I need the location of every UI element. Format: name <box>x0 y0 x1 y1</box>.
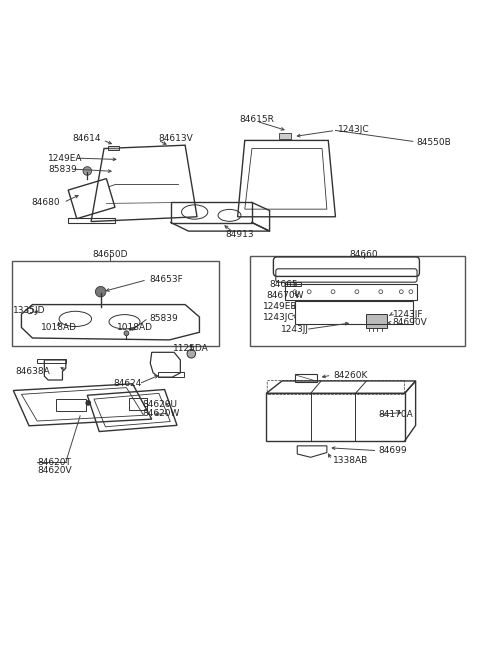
Text: 84660: 84660 <box>350 250 378 259</box>
Text: 1243JC: 1243JC <box>264 312 295 322</box>
Text: 84913: 84913 <box>226 230 254 239</box>
Text: 1243JC: 1243JC <box>338 125 370 134</box>
Bar <box>366 314 387 328</box>
Bar <box>37 358 66 364</box>
Text: 84613V: 84613V <box>159 134 193 143</box>
Text: 84690V: 84690V <box>393 318 428 328</box>
Text: 84624: 84624 <box>114 379 142 388</box>
Text: 1338AB: 1338AB <box>333 456 368 464</box>
Circle shape <box>85 400 91 405</box>
Text: 84665: 84665 <box>270 280 298 289</box>
Text: 1018AD: 1018AD <box>41 323 77 332</box>
Text: 84653F: 84653F <box>149 275 183 284</box>
Circle shape <box>187 350 196 358</box>
Text: 1249EA: 1249EA <box>48 153 83 162</box>
Bar <box>108 145 119 150</box>
Text: 84620V: 84620V <box>37 466 72 475</box>
Text: 1243JF: 1243JF <box>393 310 423 318</box>
Text: 84670W: 84670W <box>266 291 304 299</box>
Bar <box>250 256 465 346</box>
Text: 85839: 85839 <box>48 164 77 174</box>
Text: 84170A: 84170A <box>378 410 413 419</box>
Text: 84550B: 84550B <box>417 138 451 147</box>
Circle shape <box>96 286 106 297</box>
Bar <box>285 282 300 286</box>
Text: 84680: 84680 <box>31 198 60 207</box>
Bar <box>158 372 184 377</box>
Bar <box>12 261 219 346</box>
Bar <box>56 399 86 411</box>
Text: 84620U: 84620U <box>142 400 177 409</box>
Text: 84620W: 84620W <box>142 409 180 418</box>
Bar <box>279 133 291 139</box>
Text: 1018AD: 1018AD <box>117 323 153 332</box>
Text: 1335JD: 1335JD <box>13 307 46 315</box>
Text: 85839: 85839 <box>149 314 178 324</box>
Text: 1249EB: 1249EB <box>264 303 298 312</box>
Text: 84615R: 84615R <box>239 115 274 124</box>
Circle shape <box>83 166 92 176</box>
Circle shape <box>124 331 129 335</box>
Text: 84260K: 84260K <box>333 371 367 380</box>
Text: 84614: 84614 <box>72 134 101 143</box>
Text: 84650D: 84650D <box>93 250 128 259</box>
Bar <box>68 217 115 223</box>
Text: 84699: 84699 <box>378 446 407 455</box>
Text: 84638A: 84638A <box>16 367 50 376</box>
Bar <box>129 398 147 409</box>
Text: 1125DA: 1125DA <box>173 345 209 354</box>
Text: 84620T: 84620T <box>37 458 71 466</box>
Text: 1243JJ: 1243JJ <box>281 325 309 334</box>
